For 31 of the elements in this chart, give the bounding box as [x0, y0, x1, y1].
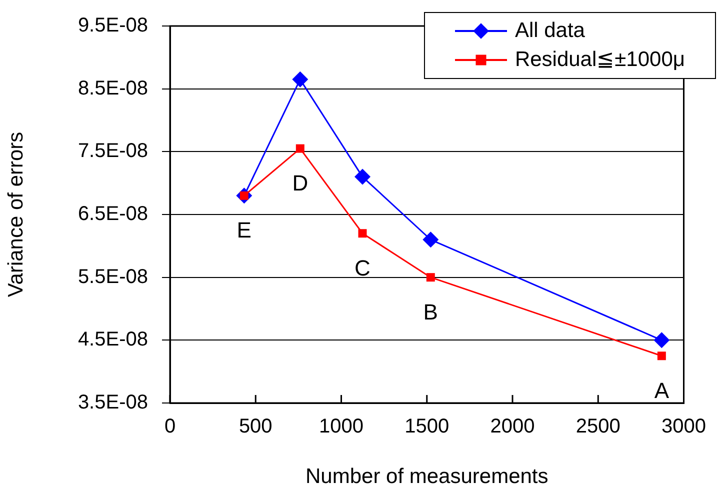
- legend-label: Residual≦±1000μ: [514, 47, 685, 72]
- x-tick-label: 0: [164, 416, 176, 438]
- point: [296, 144, 304, 153]
- y-tick-label: 7.5E-08: [78, 140, 148, 162]
- annotation: B: [423, 299, 438, 324]
- y-tick-label: 9.5E-08: [78, 14, 148, 37]
- point: [654, 332, 670, 348]
- x-tick-label: 2500: [576, 416, 620, 438]
- y-tick-label: 8.5E-08: [78, 77, 148, 100]
- x-tick-label: 1500: [404, 416, 450, 438]
- x-tick-label: 3000: [662, 416, 706, 438]
- annotation: C: [354, 255, 371, 280]
- y-tick-label: 3.5E-08: [78, 392, 148, 414]
- point: [422, 232, 439, 248]
- point: [354, 168, 370, 185]
- y-tick-label: 6.5E-08: [78, 203, 148, 226]
- point: [426, 273, 435, 282]
- legend-label: All data: [514, 18, 585, 42]
- y-axis-title: Variance of errors: [4, 132, 28, 298]
- point: [358, 229, 367, 238]
- annotation: D: [292, 170, 308, 196]
- annotation: A: [654, 378, 670, 403]
- y-tick-label: 4.5E-08: [78, 328, 148, 351]
- point: [657, 352, 666, 360]
- annotation: E: [236, 218, 252, 243]
- x-tick-label: 1000: [319, 416, 364, 438]
- point: [292, 71, 308, 88]
- y-tick-label: 5.5E-08: [78, 266, 148, 288]
- x-tick-label: 2000: [490, 416, 535, 438]
- x-axis-title: Number of measurements: [305, 465, 548, 488]
- x-tick-label: 500: [238, 416, 272, 438]
